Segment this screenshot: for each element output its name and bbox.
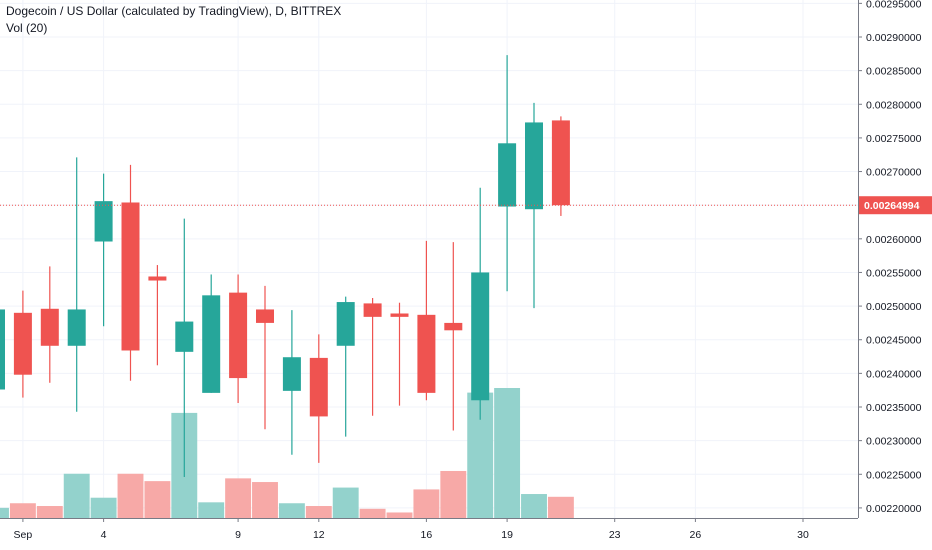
price-tick-label: 0.00270000 [866, 167, 922, 179]
candle-body [256, 309, 274, 323]
volume-bar [547, 496, 574, 518]
volume-bar [305, 506, 332, 518]
time-axis-background [0, 518, 932, 550]
volume-bar [198, 502, 225, 518]
volume-bar [332, 487, 359, 518]
candle-body [309, 357, 328, 417]
candle-body [336, 302, 355, 346]
time-tick-label: 23 [609, 529, 621, 541]
volume-bar [359, 508, 386, 518]
candle-body [40, 308, 59, 346]
price-tick-label: 0.00225000 [866, 469, 922, 481]
time-tick-label: Sep [14, 529, 33, 541]
last-price-badge [859, 196, 932, 215]
time-axis[interactable]: Sep 4 9 12 16 19 23 26 30 [0, 518, 932, 550]
candle-body [229, 292, 248, 379]
volume-indicator-label[interactable]: Vol (20) [6, 21, 48, 35]
candle-body [175, 321, 194, 352]
price-axis-background [858, 0, 932, 550]
volume-bar [63, 473, 90, 518]
price-tick-label: 0.00250000 [866, 301, 922, 313]
price-tick-label: 0.00235000 [866, 402, 922, 414]
time-tick-label: 4 [101, 529, 107, 541]
price-tick-label: 0.00230000 [866, 436, 922, 448]
price-tick-label: 0.00255000 [866, 267, 922, 279]
candle-body [417, 314, 436, 393]
volume-bar [440, 470, 467, 518]
volume-bar [225, 478, 252, 518]
candle-body [498, 143, 517, 207]
chart-legend: Dogecoin / US Dollar (calculated by Trad… [6, 3, 341, 37]
symbol-title: Dogecoin / US Dollar (calculated by Trad… [6, 4, 342, 18]
candle-body [525, 122, 543, 210]
candle-body [121, 202, 140, 351]
price-tick-label: 0.00275000 [866, 133, 922, 145]
candle-body [551, 120, 570, 206]
volume-bar [494, 388, 521, 518]
candle-body [67, 309, 86, 346]
candle-body [13, 312, 32, 375]
volume-bar [386, 512, 413, 518]
last-price-label: 0.00264994 [864, 200, 920, 212]
candle-body [390, 313, 409, 317]
volume-bar [521, 494, 547, 518]
candle-body [471, 272, 490, 401]
candle-body [148, 276, 167, 281]
candle-body [363, 303, 382, 317]
time-tick-label: 9 [235, 529, 241, 541]
candle-body [0, 309, 5, 390]
volume-bar [117, 473, 144, 518]
price-tick-label: 0.00285000 [866, 66, 922, 78]
volume-bar [252, 482, 278, 518]
volume-bar [144, 481, 171, 518]
price-tick-label: 0.00290000 [866, 32, 922, 44]
time-tick-label: 30 [797, 529, 809, 541]
volume-bar [90, 497, 117, 518]
volume-bars [0, 388, 574, 518]
time-tick-label: 19 [501, 529, 513, 541]
volume-bar [0, 507, 9, 518]
price-tick-label: 0.00245000 [866, 335, 922, 347]
volume-bar [413, 489, 440, 518]
price-tick-label: 0.00260000 [866, 234, 922, 246]
candle-body [444, 322, 463, 331]
volume-bar [278, 503, 305, 518]
price-tick-label: 0.00220000 [866, 503, 922, 515]
time-tick-label: 16 [421, 529, 433, 541]
candle-body [202, 295, 221, 393]
candle-body [282, 357, 301, 391]
price-tick-label: 0.00240000 [866, 368, 922, 380]
axis-corner [858, 518, 932, 550]
price-axis[interactable]: 0.00295000 0.00290000 0.00285000 0.00280000… [858, 0, 932, 550]
volume-bar [9, 503, 36, 518]
volume-bar [36, 506, 63, 518]
price-tick-label: 0.00280000 [866, 99, 922, 111]
time-tick-label: 12 [313, 529, 325, 541]
candle-body [94, 201, 113, 242]
candlestick-series [0, 55, 570, 477]
price-tick-label: 0.00295000 [866, 0, 922, 10]
time-tick-label: 26 [690, 529, 702, 541]
